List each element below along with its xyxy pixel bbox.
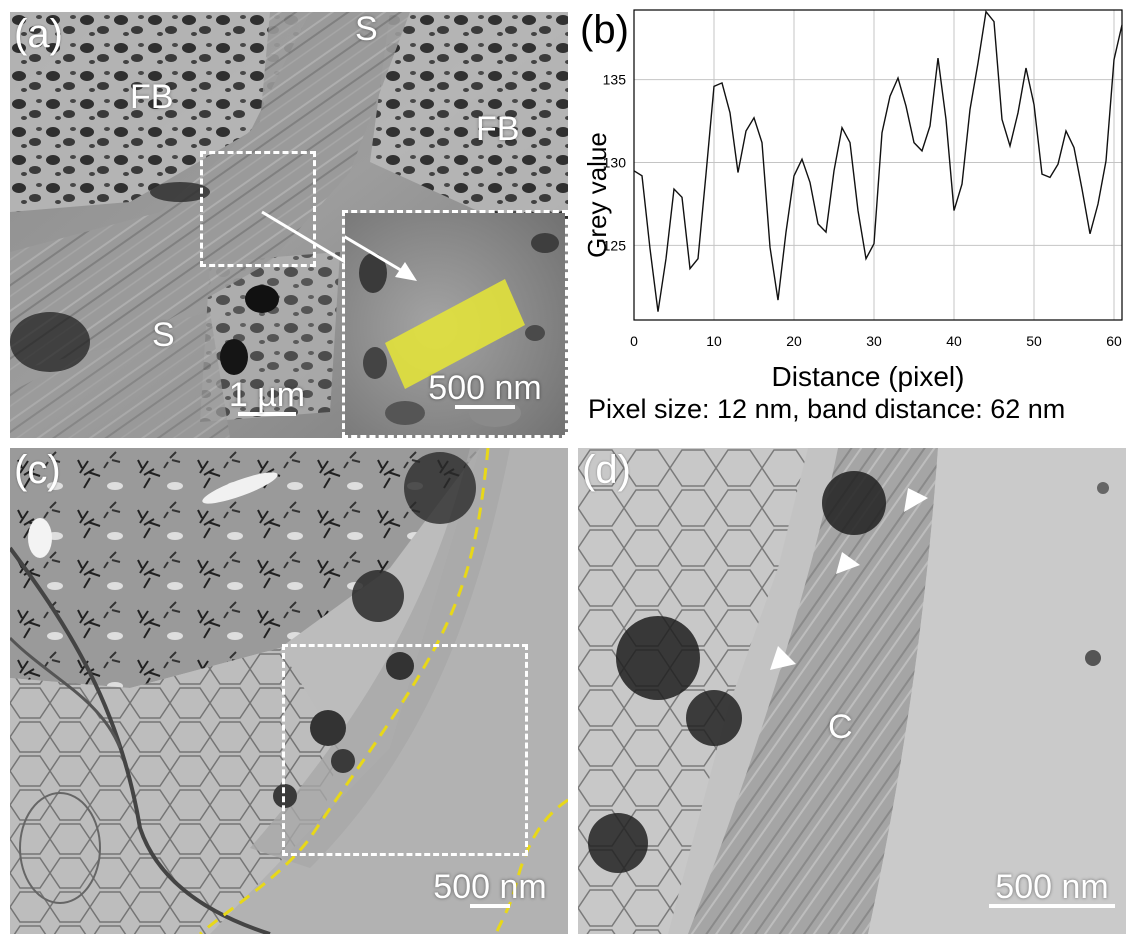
scale-bar-d: 500 nm: [982, 870, 1122, 908]
y-tick-label: 130: [603, 155, 627, 171]
x-tick-label: 10: [706, 333, 722, 349]
panel-letter-c: (c): [14, 448, 61, 492]
tem-micrograph-c: [10, 448, 568, 934]
y-tick-label: 135: [603, 72, 627, 88]
scale-bar-a-label: 1 µm: [228, 376, 306, 414]
scale-bar-d-line: [989, 904, 1115, 908]
x-tick-label: 40: [946, 333, 962, 349]
scale-bar-a-inset: 500 nm: [415, 371, 555, 409]
chart-y-axis-label: Grey value: [582, 132, 612, 258]
boundary-trace-1: [199, 448, 490, 934]
panel-letter-a: (a): [14, 12, 63, 56]
chart-series: [633, 10, 1123, 312]
label-s-top: S: [355, 12, 378, 48]
measured-band-highlight: [385, 279, 525, 389]
label-fb-right: FB: [476, 110, 520, 148]
panel-d-tem-image: (d) C 500 nm: [578, 448, 1126, 934]
inset-micrograph: [345, 213, 565, 435]
x-tick-label: 0: [630, 333, 638, 349]
scale-bar-a-inset-line: [455, 405, 515, 409]
chart-x-axis-label: Distance (pixel): [772, 361, 965, 392]
series-line: [633, 10, 1123, 312]
panel-letter-d: (d): [582, 448, 631, 492]
plot-frame: [633, 9, 1123, 321]
scale-bar-a-inset-label: 500 nm: [428, 369, 542, 407]
panel-b-profile-chart: [568, 0, 1126, 442]
x-tick-label: 50: [1026, 333, 1042, 349]
chart-axes: 0 10 20 30 40 50 60 125 130 135: [603, 9, 1123, 349]
panel-a-sem-image: (a) FB S FB S 1 µm: [10, 12, 568, 438]
arrowhead-marker-2: [836, 552, 860, 574]
region-of-interest-box-c: [282, 644, 528, 856]
scale-bar-c-line: [470, 904, 510, 908]
arrowhead-marker-3: [770, 646, 796, 670]
scale-bar-a-line: [238, 412, 296, 416]
x-tick-label: 20: [786, 333, 802, 349]
label-fb-left: FB: [130, 78, 174, 116]
panel-letter-b: (b): [580, 8, 629, 52]
chart-caption: Pixel size: 12 nm, band distance: 62 nm: [588, 394, 1066, 424]
panel-c-tem-image: (c) 500 nm: [10, 448, 568, 934]
region-of-interest-box: [200, 151, 316, 267]
scale-bar-d-label: 500 nm: [995, 868, 1109, 906]
scale-bar-a: 1 µm: [222, 378, 312, 416]
arrowhead-marker-1: [904, 488, 928, 512]
label-collagen-c: C: [828, 708, 853, 746]
x-tick-label: 30: [866, 333, 882, 349]
y-tick-label: 125: [603, 237, 627, 253]
inset-zoom: 500 nm: [342, 210, 568, 438]
boundary-trace-2: [494, 798, 568, 934]
scale-bar-c-label: 500 nm: [433, 868, 547, 906]
x-tick-label: 60: [1106, 333, 1122, 349]
label-s-bottom: S: [152, 316, 175, 354]
tem-micrograph-d: [578, 448, 1126, 934]
scale-bar-c: 500 nm: [420, 870, 560, 908]
